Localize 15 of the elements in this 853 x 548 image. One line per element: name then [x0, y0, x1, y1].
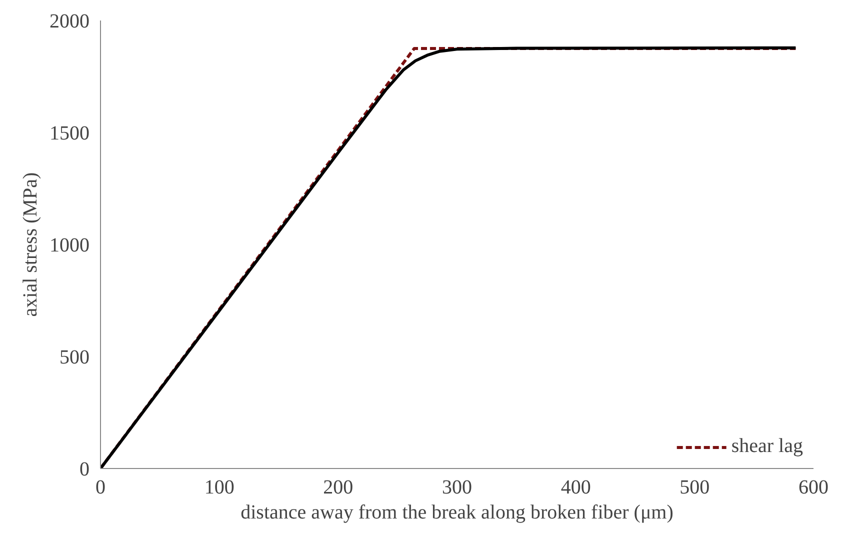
x-tick-label: 0: [96, 476, 106, 498]
x-tick-label: 400: [560, 476, 591, 498]
y-tick-label: 500: [60, 346, 90, 368]
x-axis-title: distance away from the break along broken fiber (μm): [240, 502, 674, 524]
x-tick-label: 300: [442, 476, 472, 498]
y-axis-title: axial stress (MPa): [20, 172, 42, 317]
x-tick-label: 600: [798, 476, 828, 498]
y-tick-label: 0: [80, 458, 90, 480]
legend-label: shear lag: [731, 435, 803, 458]
x-tick-label: 200: [323, 476, 354, 498]
y-tick-label: 1000: [50, 234, 90, 256]
x-tick-label: 500: [680, 476, 710, 498]
y-tick-label: 1500: [50, 122, 90, 144]
x-tick-label: 100: [204, 476, 234, 498]
y-tick-label: 2000: [50, 10, 90, 32]
